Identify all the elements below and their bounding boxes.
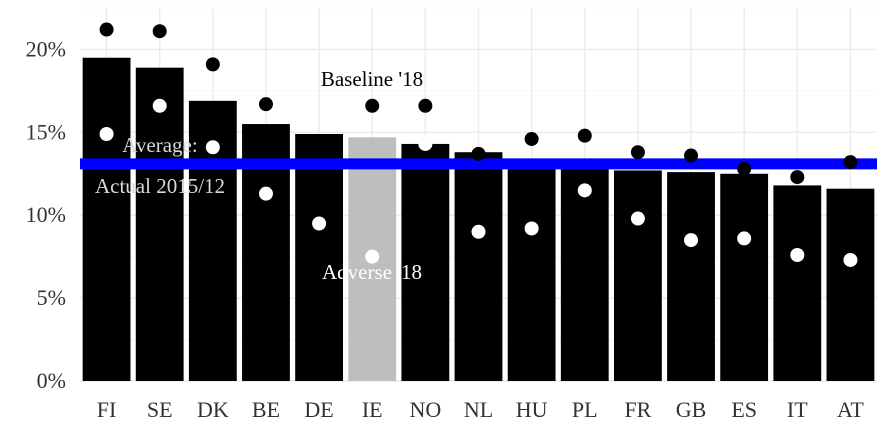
baseline-point-hu (524, 131, 539, 146)
adverse-point-pl (577, 183, 592, 198)
baseline-point-fr (630, 145, 645, 160)
baseline-annotation: Baseline '18 (321, 67, 423, 91)
x-tick-label: PL (572, 397, 598, 422)
bar-at (826, 188, 875, 381)
bar-pl (560, 165, 609, 381)
baseline-point-pl (577, 128, 592, 143)
baseline-point-nl (471, 146, 486, 161)
baseline-point-dk (205, 57, 220, 72)
adverse-point-fi (99, 126, 114, 141)
x-tick-label: HU (516, 397, 548, 422)
adverse-point-ie (365, 249, 380, 264)
bar-hu (507, 162, 556, 381)
x-tick-label: BE (252, 397, 280, 422)
y-tick-label: 0% (37, 368, 66, 393)
adverse-point-se (152, 98, 167, 113)
adverse-point-de (312, 216, 327, 231)
baseline-point-it (790, 170, 805, 185)
annotations-layer: Baseline '18 Adverse '18 Average: Actual… (95, 67, 423, 284)
x-tick-label: NL (464, 397, 493, 422)
baseline-point-gb (684, 148, 699, 163)
average-annotation-line2: Actual 2015/12 (95, 174, 225, 198)
bar-es (720, 173, 769, 381)
y-axis-ticks: 0% 5% 10% 15% 20% (26, 36, 66, 393)
x-axis-ticks: FI SE DK BE DE IE NO NL HU PL FR GB ES IT AT (97, 397, 865, 422)
bar-fi (82, 57, 131, 381)
adverse-point-at (843, 252, 858, 267)
average-annotation-line1: Average: (122, 133, 197, 157)
adverse-point-es (737, 231, 752, 246)
baseline-point-fi (99, 22, 114, 37)
x-tick-label: SE (147, 397, 173, 422)
y-tick-label: 10% (26, 202, 66, 227)
adverse-point-fr (630, 211, 645, 226)
bar-fr (613, 170, 662, 381)
baseline-points-layer (99, 22, 858, 185)
adverse-points-layer (99, 98, 858, 267)
adverse-annotation: Adverse '18 (322, 260, 422, 284)
baseline-point-se (152, 24, 167, 39)
adverse-point-be (258, 186, 273, 201)
x-tick-label: ES (731, 397, 757, 422)
bar-it (773, 185, 822, 381)
y-tick-label: 15% (26, 119, 66, 144)
x-tick-label: FR (624, 397, 651, 422)
adverse-point-dk (205, 140, 220, 155)
bar-de (295, 133, 344, 381)
x-tick-label: GB (676, 397, 707, 422)
x-tick-label: NO (409, 397, 441, 422)
bar-gb (667, 172, 715, 381)
adverse-point-hu (524, 221, 539, 236)
baseline-point-no (418, 98, 433, 113)
baseline-point-be (258, 97, 273, 112)
bar-nl (454, 152, 503, 381)
x-tick-label: DK (197, 397, 229, 422)
adverse-point-it (790, 248, 805, 263)
bar-no (401, 143, 450, 381)
baseline-point-at (843, 155, 858, 170)
bar-se (135, 67, 184, 382)
bars-layer (82, 57, 875, 382)
y-tick-label: 20% (26, 36, 66, 61)
x-tick-label: AT (837, 397, 864, 422)
y-tick-label: 5% (37, 285, 66, 310)
adverse-point-no (418, 136, 433, 151)
adverse-point-gb (684, 233, 699, 248)
baseline-point-es (737, 161, 752, 176)
x-tick-label: IT (787, 397, 808, 422)
x-tick-label: IE (362, 397, 383, 422)
adverse-point-nl (471, 224, 486, 239)
x-tick-label: FI (97, 397, 117, 422)
x-tick-label: DE (304, 397, 333, 422)
baseline-annotation-marker (365, 98, 380, 113)
